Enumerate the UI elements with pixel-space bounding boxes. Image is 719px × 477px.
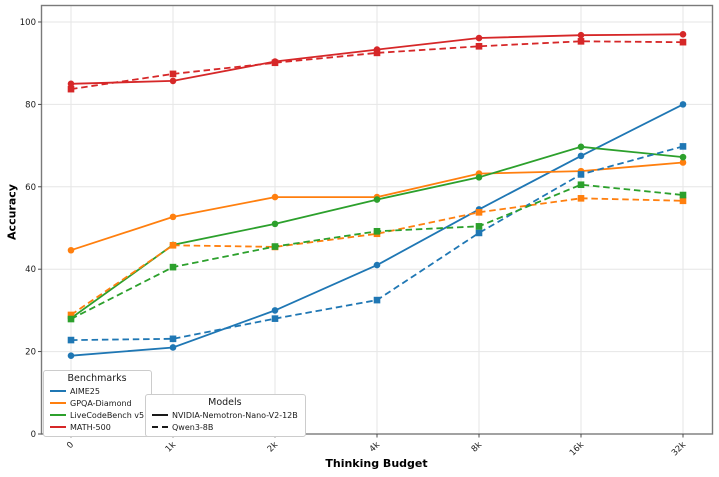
legend-item-label: NVIDIA-Nemotron-Nano-V2-12B <box>172 410 298 420</box>
data-point <box>577 38 585 45</box>
solid-line-swatch <box>50 414 66 416</box>
legend-item-label: AIME25 <box>70 386 100 396</box>
data-point <box>271 220 279 228</box>
y-tick-label: 40 <box>25 265 36 275</box>
data-point <box>679 153 687 161</box>
x-tick-label: 8k <box>470 440 484 454</box>
benchmarks-legend-items: AIME25 GPQA-Diamond LiveCodeBench v5 MATH-5… <box>50 385 144 433</box>
legend-item-label: GPQA-Diamond <box>70 398 132 408</box>
solid-line-swatch <box>50 426 66 428</box>
data-point <box>679 191 687 199</box>
data-point <box>373 196 381 203</box>
data-point <box>373 261 381 269</box>
data-point <box>577 195 585 202</box>
data-point <box>169 213 177 221</box>
models-legend: Models NVIDIA-Nemotron-Nano-V2-12B Qwen3-… <box>145 394 306 437</box>
legend-item: NVIDIA-Nemotron-Nano-V2-12B <box>152 409 298 421</box>
data-point <box>271 193 279 201</box>
solid-line-swatch <box>50 402 66 404</box>
data-point <box>169 77 177 85</box>
data-point <box>67 80 75 88</box>
data-point <box>67 85 75 93</box>
benchmarks-legend: Benchmarks AIME25 GPQA-Diamond LiveCodeBen… <box>43 370 153 437</box>
data-point <box>373 296 381 304</box>
data-point <box>679 159 687 166</box>
data-point <box>679 143 687 150</box>
y-tick-label: 0 <box>31 430 36 440</box>
y-tick-label: 60 <box>25 183 36 193</box>
data-point <box>67 315 75 323</box>
x-tick-label: 4k <box>368 440 382 454</box>
data-point <box>679 197 687 205</box>
legend-item: GPQA-Diamond <box>50 397 144 409</box>
data-point <box>67 336 75 344</box>
y-tick-label: 80 <box>25 100 36 110</box>
legend-item: MATH-500 <box>50 421 144 433</box>
data-point <box>271 315 279 322</box>
data-point <box>475 34 483 42</box>
data-point <box>271 243 279 250</box>
data-point <box>475 42 483 50</box>
solid-line-swatch <box>152 414 168 416</box>
data-point <box>679 101 687 108</box>
data-point <box>271 59 279 67</box>
data-point <box>373 227 381 235</box>
data-point <box>577 143 585 151</box>
legend-item: Qwen3-8B <box>152 421 298 433</box>
data-point <box>475 174 483 181</box>
data-point <box>577 152 585 160</box>
data-point <box>679 38 687 46</box>
models-legend-title: Models <box>208 397 242 408</box>
x-tick-label: 2k <box>266 440 280 454</box>
legend-item-label: LiveCodeBench v5 <box>70 410 145 420</box>
data-point <box>169 263 177 271</box>
data-point <box>169 344 177 351</box>
legend-item-label: Qwen3-8B <box>172 422 214 432</box>
legend-item-label: MATH-500 <box>70 422 111 432</box>
data-point <box>67 246 75 254</box>
data-point <box>679 31 687 38</box>
data-point <box>577 181 585 189</box>
data-point <box>169 241 177 249</box>
data-point <box>169 335 177 343</box>
y-tick-label: 100 <box>20 18 36 28</box>
data-point <box>67 352 75 360</box>
x-axis-title: Thinking Budget <box>325 457 428 470</box>
dashed-line-swatch <box>152 426 168 428</box>
data-point <box>67 311 75 319</box>
data-point <box>577 31 585 39</box>
x-tick-label: 16k <box>568 440 586 458</box>
data-point <box>169 70 177 78</box>
x-tick-label: 1k <box>164 440 178 454</box>
data-point <box>475 209 483 216</box>
data-point <box>475 223 483 230</box>
y-axis-title: Accuracy <box>5 184 19 240</box>
legend-item: LiveCodeBench v5 <box>50 409 144 421</box>
models-legend-items: NVIDIA-Nemotron-Nano-V2-12B Qwen3-8B <box>152 409 298 433</box>
data-point <box>373 49 381 57</box>
x-tick-label: 0 <box>65 440 76 451</box>
data-point <box>475 229 483 237</box>
solid-line-swatch <box>50 390 66 392</box>
benchmarks-legend-title: Benchmarks <box>67 373 127 384</box>
legend-item: AIME25 <box>50 385 144 397</box>
x-tick-label: 32k <box>670 440 688 458</box>
y-tick-label: 20 <box>25 348 36 358</box>
data-point <box>271 307 279 314</box>
data-point <box>577 171 585 178</box>
